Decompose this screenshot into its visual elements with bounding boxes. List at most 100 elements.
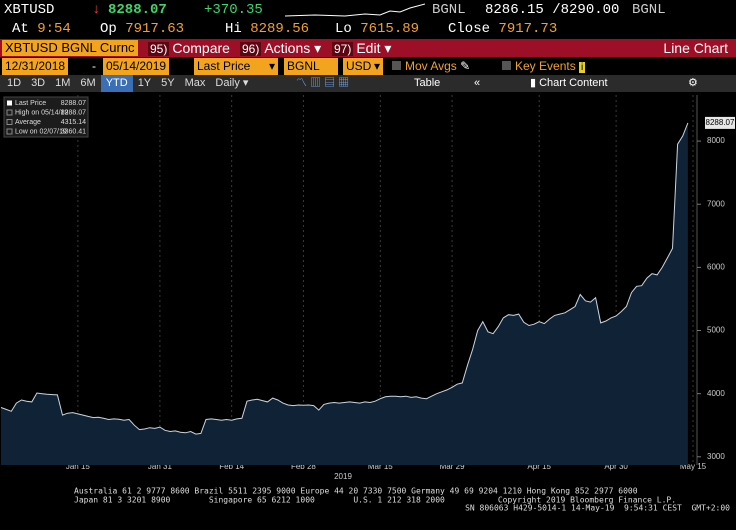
legend-marker xyxy=(6,119,13,125)
period-tabs: 1D 3D 1M 6M YTD 1Y 5Y Max Daily ▾ 〽 ▥ ▤ ▦ Table … xyxy=(0,75,736,92)
x-tick-label: May 15 xyxy=(680,462,707,471)
y-tick-label: 7000 xyxy=(707,199,725,208)
y-tick-label: 3000 xyxy=(707,452,725,461)
menu-bar: XBTUSD BGNL Curnc 95) Compare 96) Actions … xyxy=(0,39,736,57)
quote-row: At 9:54 Op 7917.63 Hi 8289.56 Lo 7615.89… xyxy=(0,20,736,38)
label: Compare xyxy=(172,40,230,56)
sparkline xyxy=(285,3,425,17)
period-tab[interactable]: 1D xyxy=(7,77,22,89)
field[interactable]: Last Price ▾ xyxy=(194,58,278,75)
label: Chart Content xyxy=(539,77,608,89)
line xyxy=(0,122,689,435)
value: 7615.89 xyxy=(360,21,420,37)
y-tick-label: 4000 xyxy=(707,389,725,398)
shortcut: 97) xyxy=(332,42,354,56)
price-change: +370.35 xyxy=(204,2,263,18)
menu-button[interactable]: 97) Edit ▾ xyxy=(332,40,392,56)
x-tick-label: Jan 15 xyxy=(66,462,91,471)
end-date[interactable]: 05/14/2019 xyxy=(103,58,170,75)
legend-marker xyxy=(6,128,13,135)
legend-marker xyxy=(6,109,13,116)
period-tab[interactable]: YTD xyxy=(100,75,133,92)
chart-icons[interactable]: 〽 ▥ ▤ ▦ xyxy=(296,77,350,89)
label: Mov Avgs xyxy=(405,59,457,73)
x-tick-label: Feb 28 xyxy=(291,462,316,471)
chart: Jan 15 Jan 31 Feb 14 Feb 28 Mar 15 Mar 29 Apr … xyxy=(0,95,735,513)
label: Last Price xyxy=(197,59,251,73)
label: Op xyxy=(100,21,117,37)
legend-label: Low on 02/07/19 xyxy=(15,128,67,135)
period-tab[interactable]: Max xyxy=(184,77,206,89)
value: 9:54 xyxy=(37,21,71,37)
last-price: 8288.07 xyxy=(108,2,167,18)
security[interactable]: XBTUSD BGNL Curnc xyxy=(2,40,138,56)
last-price-tag-box xyxy=(705,116,735,129)
label: Hi xyxy=(225,21,242,37)
x-tick-label: Apr 30 xyxy=(604,462,628,471)
x-tick-label: Feb 14 xyxy=(219,462,244,471)
footer-line: Australia 61 2 9777 8600 Brazil 5511 239… xyxy=(74,487,638,496)
legend-value: 8288.07 xyxy=(61,109,86,116)
mov-avgs[interactable]: Mov Avgs ✎ xyxy=(392,58,470,75)
label: Daily xyxy=(215,77,240,89)
source[interactable]: BGNL xyxy=(284,58,338,75)
x-axis-label: 2019 xyxy=(334,472,352,481)
period-tab[interactable]: 5Y xyxy=(161,77,175,89)
label: Actions xyxy=(264,40,311,56)
last-price-tag: 8288.07 xyxy=(706,118,735,127)
frequency[interactable]: Daily ▾ xyxy=(215,77,249,89)
legend-marker xyxy=(7,100,12,106)
y-tick-label: 8000 xyxy=(707,136,725,145)
ticker: XBTUSD xyxy=(4,2,55,18)
collapse[interactable]: « xyxy=(474,77,481,89)
source: BGNL xyxy=(432,2,466,18)
value: 7917.73 xyxy=(498,21,558,37)
label: USD xyxy=(346,59,372,73)
legend-label: High on 05/14/19 xyxy=(15,109,68,116)
period-tab[interactable]: 1M xyxy=(55,77,71,89)
footer-line: Japan 81 3 3201 8900 Singapore 65 6212 1… xyxy=(74,496,676,505)
legend-value: 3360.41 xyxy=(61,128,86,135)
label: Key Events xyxy=(515,59,576,73)
label: Edit xyxy=(356,40,381,56)
footer-line: SN 806063 H429-5014-1 14-May-19 9:54:31 … xyxy=(465,504,730,513)
y-tick-label: 6000 xyxy=(707,262,725,271)
bid-ask: 8286.15 /8290.00 xyxy=(485,2,620,18)
settings[interactable]: ⚙ xyxy=(688,77,698,89)
source: BGNL xyxy=(632,2,666,18)
x-tick-label: Mar 29 xyxy=(440,462,465,471)
y-tick-label: 5000 xyxy=(707,326,725,335)
quote-header: XBTUSD ↓ 8288.07 +370.35 BGNL 8286.15 /8… xyxy=(0,0,736,20)
down-arrow: ↓ xyxy=(92,2,101,18)
currency[interactable]: USD ▾ xyxy=(343,58,383,75)
period-tab[interactable]: 6M xyxy=(80,77,96,89)
period-tab[interactable]: 3D xyxy=(31,77,46,89)
legend-value: 8288.07 xyxy=(61,100,86,107)
key-events[interactable]: Key Events i xyxy=(502,58,586,76)
area xyxy=(1,122,688,466)
menu-button[interactable]: 96) Actions ▾ xyxy=(240,40,322,56)
label: Lo xyxy=(335,21,352,37)
chart-type: Line Chart xyxy=(663,40,728,56)
value: 8289.56 xyxy=(250,21,310,37)
x-tick-label: Jan 31 xyxy=(148,462,173,471)
label: Close xyxy=(448,21,491,37)
legend-label: Last Price xyxy=(15,100,46,107)
label: At xyxy=(12,21,29,37)
legend-value: 4315.14 xyxy=(61,119,86,126)
menu-button[interactable]: 95) Compare xyxy=(148,39,230,58)
table-button[interactable]: Table xyxy=(414,77,441,89)
legend-box xyxy=(3,96,89,138)
period-tab[interactable]: 1Y xyxy=(137,77,152,89)
shortcut: 95) xyxy=(148,42,170,56)
value: 7917.63 xyxy=(125,21,185,37)
dash: - xyxy=(92,59,96,73)
shortcut: 96) xyxy=(240,42,262,56)
controls: 12/31/2018 - 05/14/2019 Last Price ▾ BGNL… xyxy=(0,58,736,75)
legend-label: Average xyxy=(15,119,41,126)
chart-content[interactable]: ▮ Chart Content xyxy=(530,77,608,89)
start-date[interactable]: 12/31/2018 xyxy=(2,58,69,75)
x-tick-label: Mar 15 xyxy=(368,462,393,471)
x-tick-label: Apr 15 xyxy=(527,462,551,471)
